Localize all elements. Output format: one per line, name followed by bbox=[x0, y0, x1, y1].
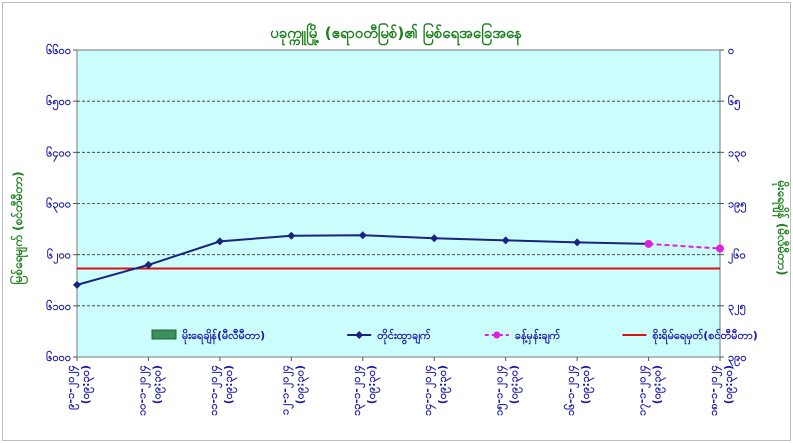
measured-point bbox=[215, 237, 224, 246]
y-left-tick-label: ၆၆၀၀ bbox=[46, 44, 71, 57]
x-tick-label: ၁၁-၁-၂၀၂၄ (၀၉:၃၀) bbox=[207, 365, 238, 416]
x-tick-label: ၉-၁-၂၀၂၄ (၀၉:၃၀) bbox=[64, 365, 95, 410]
series bbox=[73, 231, 724, 289]
measured-point bbox=[358, 231, 367, 240]
y-left-tick-label: ၆၀၀၀ bbox=[46, 351, 71, 364]
legend-marker-measured bbox=[355, 331, 364, 339]
x-tick-label: ၁၀-၁-၂၀၂၄ (၀၉:၃၀) bbox=[135, 365, 166, 416]
measured-point bbox=[287, 231, 296, 240]
x-tick-label: ၁၅-၁-၂၀၂၄ (၀၉:၃၀) bbox=[493, 365, 524, 416]
measured-point bbox=[573, 238, 582, 247]
y-right-tick-label: ၀ bbox=[728, 44, 734, 57]
x-tick-label: ၁၃-၁-၂၀၂၄ (၀၉:၃၀) bbox=[350, 365, 381, 416]
forecast-point bbox=[716, 244, 724, 253]
measured-point bbox=[73, 280, 81, 289]
legend-label: တိုင်းထွာချက် bbox=[377, 328, 431, 345]
x-tick-label: ၁၇-၁-၂၀၂၄ (၀၉:၃၀) bbox=[636, 365, 667, 416]
x-tick-label: ၁၆-၁-၂၀၂၄ (၀၉:၃၀) bbox=[564, 365, 595, 416]
x-tick-label: ၁၈-၁-၂၀၂၄ (၀၉:၃၀) bbox=[707, 365, 738, 416]
x-tick-label: ၁၂-၁-၂၀၂၄ (၀၉:၃၀) bbox=[278, 365, 309, 415]
legend-label: မိုးရေချိန်(မီလီမီတာ) bbox=[182, 328, 265, 345]
legend-marker-forecast bbox=[493, 331, 501, 339]
y-left-tick-label: ၆၄၀၀ bbox=[46, 146, 71, 162]
x-ticks: ၉-၁-၂၀၂၄ (၀၉:၃၀) ၁၀-၁-၂၀၂၄ (၀၉:၃၀) ၁၁-၁-၂၀၂၄… bbox=[64, 357, 738, 416]
measured-point bbox=[144, 260, 153, 269]
y-left-tick-label: ၆၂၀၀ bbox=[47, 249, 71, 265]
measured-point bbox=[430, 234, 439, 243]
y-left-tick-label: ၆၅၀၀ bbox=[46, 95, 71, 111]
y-right-tick-label: ၃၉၀ bbox=[728, 351, 747, 367]
y-right-tick-label: ၃၂၅ bbox=[728, 300, 747, 316]
legend-swatch-rain bbox=[151, 329, 177, 340]
x-tick-label: ၁၄-၁-၂၀၂၄ (၀၉:၃၀) bbox=[421, 365, 452, 416]
y-axis-left-title: မြစ်ရေမျက် (စင်တီမီတာ) bbox=[8, 171, 29, 284]
chart-title: ပခုက္ကူမြို့ (ဧရာဝတီမြစ်)၏ မြစ်ရေအခြေအနေ bbox=[270, 22, 522, 46]
y-right-tick-label: ၂၆၀ bbox=[728, 249, 746, 265]
grid-lines bbox=[77, 100, 720, 307]
legend-label: စိုးရိမ်ရေမှတ်(စင်တီမီတာ) bbox=[652, 328, 757, 345]
y-axis-right-title: မိုးရေချိန် (မီလီမီတာ) bbox=[771, 180, 791, 276]
forecast-point bbox=[644, 239, 653, 248]
y-left-tick-label: ၆၃၀၀ bbox=[46, 198, 71, 214]
y-right-tick-label: ၁၃၀ bbox=[728, 146, 747, 162]
y-left-tick-label: ၆၁၀၀ bbox=[46, 300, 71, 313]
measured-point bbox=[501, 236, 510, 245]
legend-label: ခန့်မှန်းချက် bbox=[515, 328, 561, 345]
y-right-tick-label: ၆၅ bbox=[728, 95, 741, 111]
legend: မိုးရေချိန်(မီလီမီတာ) တိုင်းထွာချက် ခန့်မှ… bbox=[138, 322, 758, 348]
forecast-line bbox=[648, 242, 721, 250]
y-right-tick-label: ၁၉၅ bbox=[728, 198, 747, 214]
